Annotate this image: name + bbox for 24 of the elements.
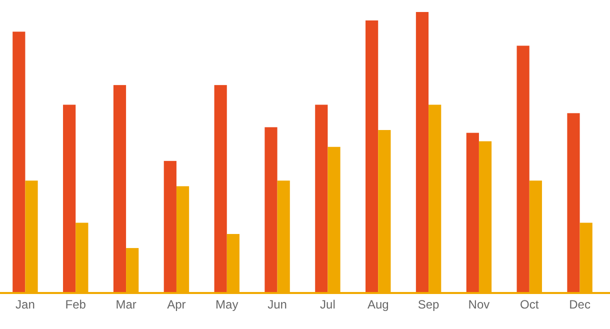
x-tick-label: Feb: [65, 298, 86, 312]
x-tick-label: Apr: [167, 298, 186, 312]
x-tick-label: Sep: [418, 298, 440, 312]
x-tick-label: Aug: [367, 298, 389, 312]
bar: [366, 20, 378, 293]
bar: [567, 113, 580, 293]
bar: [466, 132, 479, 293]
bar: [516, 46, 530, 293]
bar: [315, 104, 328, 293]
x-tick-label: Nov: [468, 298, 490, 312]
bar: [416, 12, 429, 293]
bar: [12, 32, 26, 293]
x-tick-label: Jun: [268, 298, 287, 312]
x-tick-label: Oct: [520, 298, 540, 312]
x-tick-label: Dec: [569, 298, 590, 312]
bar: [113, 85, 126, 293]
x-tick-label: Jan: [16, 298, 35, 312]
x-tick-label: May: [216, 298, 238, 312]
bar: [164, 160, 176, 293]
bar: [214, 85, 227, 293]
x-tick-label: Jul: [320, 298, 336, 312]
x-tick-label: Mar: [116, 298, 136, 312]
bar: [264, 127, 278, 293]
bar: [63, 104, 76, 293]
